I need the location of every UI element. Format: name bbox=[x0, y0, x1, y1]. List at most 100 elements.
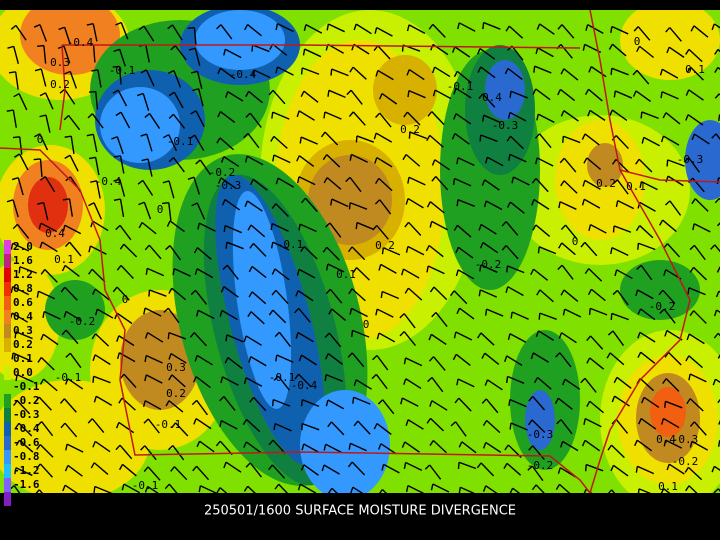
wind-barb bbox=[12, 352, 30, 361]
wind-barb bbox=[172, 113, 186, 129]
wind-barb-flag bbox=[560, 224, 566, 231]
wind-barb bbox=[455, 421, 467, 437]
wind-barb bbox=[329, 222, 342, 238]
wind-barb bbox=[253, 69, 271, 79]
legend-swatch bbox=[4, 394, 11, 408]
wind-barb bbox=[224, 48, 242, 59]
field-region bbox=[650, 387, 686, 437]
wind-barb bbox=[455, 113, 472, 125]
wind-barb bbox=[252, 44, 270, 53]
wind-barb-flag bbox=[530, 268, 535, 275]
wind-barb bbox=[662, 219, 677, 233]
wind-barb-flag bbox=[371, 373, 377, 380]
wind-barb bbox=[485, 441, 502, 453]
wind-barb-flag bbox=[140, 69, 147, 74]
wind-barb-flag bbox=[93, 396, 97, 403]
wind-barb-flag bbox=[215, 440, 221, 447]
contour-field: -0.40.3-0.10.2-0.4-0.10.4-0.30.200.10 -0.… bbox=[0, 10, 720, 493]
field-region bbox=[0, 380, 150, 493]
wind-barb-flag bbox=[637, 308, 642, 315]
contour-label: 0.2 bbox=[400, 123, 420, 136]
wind-barb-flag bbox=[633, 26, 639, 32]
wind-barb-flag bbox=[691, 198, 696, 205]
wind-barb bbox=[352, 66, 367, 80]
wind-barb-flag bbox=[554, 397, 559, 405]
wind-barb bbox=[435, 176, 449, 191]
wind-barb-flag bbox=[477, 66, 482, 73]
wind-barb bbox=[665, 112, 681, 125]
wind-barb bbox=[119, 444, 133, 460]
wind-barb bbox=[194, 48, 201, 66]
legend-label: 0.6 bbox=[13, 296, 33, 309]
wind-barb-flag bbox=[35, 463, 41, 470]
wind-barb bbox=[277, 375, 290, 391]
wind-barb-flag bbox=[352, 267, 358, 273]
wind-barb-flag bbox=[144, 374, 147, 382]
wind-barb-flag bbox=[327, 421, 332, 428]
wind-barb bbox=[691, 440, 709, 451]
wind-barb-flag bbox=[140, 445, 146, 451]
wind-barb-flag bbox=[556, 419, 562, 425]
wind-barb-flag bbox=[476, 48, 481, 55]
wind-barb-flag bbox=[478, 93, 484, 99]
wind-barb-flag bbox=[220, 156, 225, 163]
wind-barb bbox=[221, 419, 238, 430]
wind-barb bbox=[141, 221, 157, 235]
wind-barb-flag bbox=[511, 176, 515, 184]
wind-barb-flag bbox=[63, 114, 70, 121]
wind-barb-flag bbox=[40, 269, 46, 275]
wind-barb bbox=[457, 378, 475, 388]
wind-barb-flag bbox=[118, 464, 124, 471]
wind-barb-flag bbox=[611, 395, 616, 403]
wind-barb-flag bbox=[637, 488, 640, 493]
wind-barb-flag bbox=[711, 23, 715, 31]
wind-barb-flag bbox=[716, 177, 720, 185]
wind-barb-flag bbox=[477, 332, 482, 339]
wind-barb-flag bbox=[115, 21, 122, 26]
wind-barb-flag bbox=[528, 445, 534, 451]
wind-barb bbox=[376, 26, 393, 37]
wind-barb-flag bbox=[401, 441, 406, 448]
wind-barb bbox=[611, 67, 629, 76]
wind-barb-flag bbox=[273, 423, 276, 431]
wind-barb-flag bbox=[225, 334, 228, 342]
wind-barb bbox=[538, 330, 555, 341]
wind-barb bbox=[299, 223, 317, 233]
wind-barb bbox=[480, 332, 495, 346]
wind-barb-flag bbox=[713, 309, 718, 317]
wind-barb bbox=[272, 439, 286, 454]
wind-barb-flag bbox=[426, 265, 429, 273]
wind-barb-flag bbox=[372, 355, 378, 361]
wind-barb bbox=[381, 290, 400, 300]
wind-barb bbox=[457, 269, 475, 280]
wind-barb-flag bbox=[112, 89, 119, 94]
wind-barb-flag bbox=[374, 199, 381, 205]
wind-barb bbox=[563, 180, 578, 194]
wind-barb bbox=[480, 66, 496, 79]
wind-barb bbox=[64, 88, 76, 105]
wind-barb bbox=[298, 176, 316, 186]
wind-barb-flag bbox=[271, 268, 276, 275]
wind-barb bbox=[509, 111, 527, 122]
wind-barb bbox=[427, 265, 445, 275]
wind-barb-flag bbox=[355, 222, 358, 230]
wind-barb bbox=[537, 47, 554, 58]
wind-barb-flag bbox=[684, 466, 690, 473]
wind-barb-flag bbox=[558, 332, 563, 339]
wind-barb-flag bbox=[614, 269, 618, 277]
wind-barb-flag bbox=[687, 287, 690, 295]
wind-barb-flag bbox=[242, 419, 248, 425]
wind-barb bbox=[64, 286, 78, 301]
wind-barb-flag bbox=[449, 290, 455, 297]
wind-barb-flag bbox=[635, 289, 639, 297]
legend-label: -1.2 bbox=[13, 464, 40, 477]
wind-barb bbox=[16, 400, 31, 415]
wind-barb bbox=[39, 463, 53, 478]
wind-barb-flag bbox=[217, 111, 222, 118]
wind-barb bbox=[435, 312, 448, 328]
wind-barb bbox=[584, 241, 598, 257]
wind-barb-flag bbox=[583, 157, 588, 164]
wind-barb bbox=[195, 417, 212, 430]
wind-barb-flag bbox=[168, 113, 174, 120]
wind-barb bbox=[200, 485, 217, 493]
